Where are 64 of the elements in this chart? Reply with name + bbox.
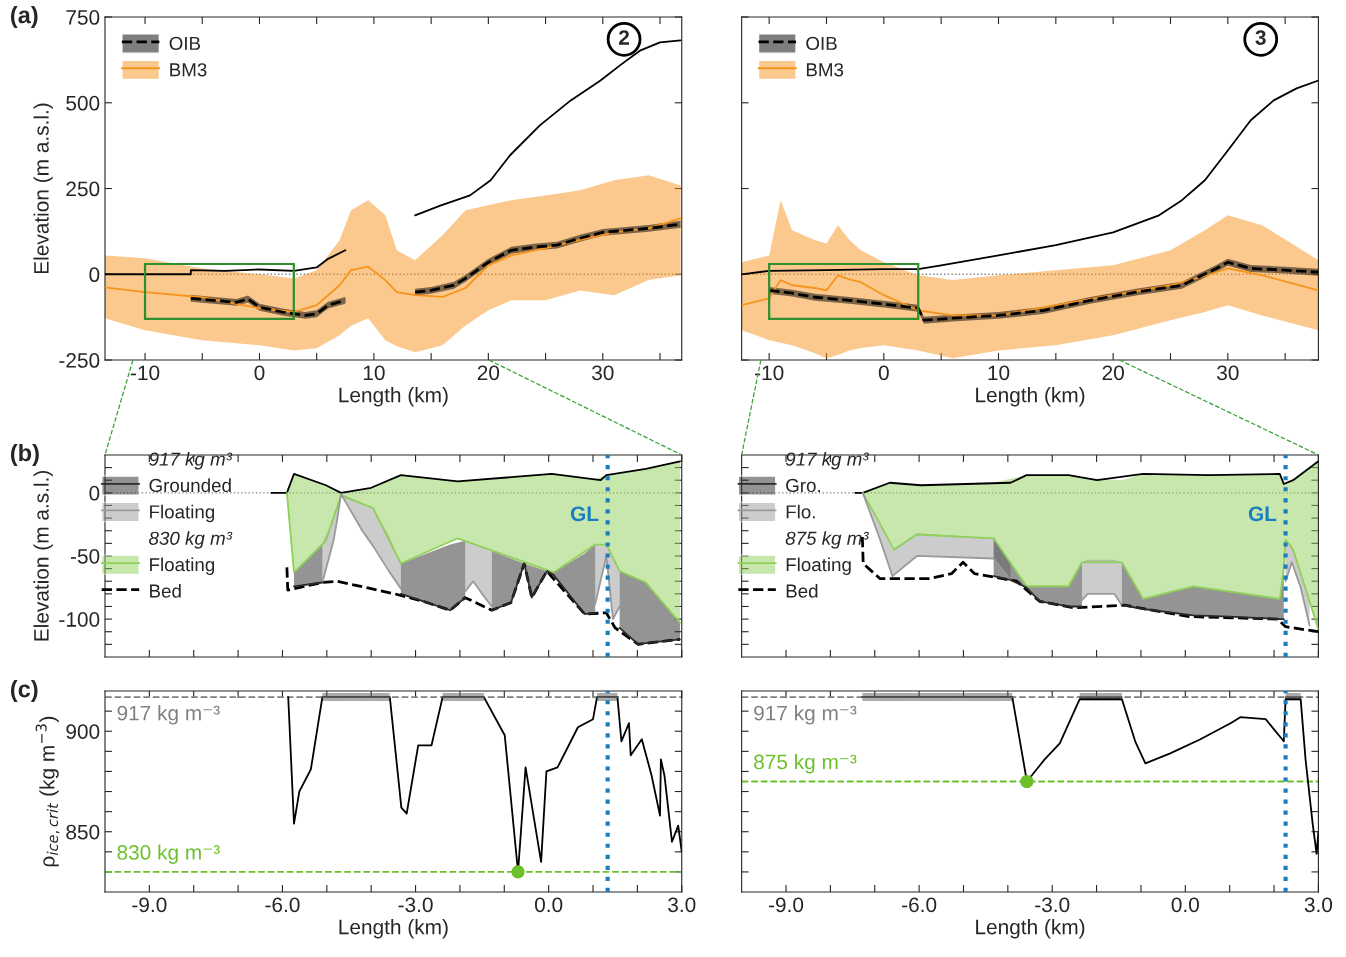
x-axis-title: Length (km) [976,919,1085,939]
x-tick-label: -3.0 [1035,897,1070,913]
annotation: 917 kg m³ [785,451,869,470]
x-tick-label: 0.0 [534,897,563,913]
x-tick-label: -10 [130,365,160,381]
ref-line-label: GL [1248,506,1277,522]
x-tick-label: 3.0 [668,897,696,913]
legend-label: Flo. [786,504,815,519]
y-tick-label: 750 [66,10,100,25]
x-tick-label: 30 [1217,365,1239,381]
x-axis-title: Length (km) [339,387,448,407]
x-axis-title: Length (km) [976,387,1085,407]
chart-subtitle: 2 [619,30,630,45]
x-tick-label: 10 [363,365,385,381]
y-tick-label: 900 [66,724,100,739]
y-tick-label: -100 [59,612,100,627]
x-tick-label: -9.0 [768,897,804,913]
y-axis-title: Elevation (m a.s.l.) [33,103,53,274]
legend-label: BM3 [170,63,207,77]
y-tick-label: 850 [66,824,100,840]
ref-line-label: 830 kg m⁻³ [117,844,220,864]
x-tick-label: -3.0 [398,897,433,913]
y-axis-title: ρ$_{ice,crit}$ (kg m$^{−3}$) [35,716,60,867]
legend-label: Floating [150,557,215,575]
y-tick-label: -50 [70,548,100,564]
x-tick-label: 20 [1102,365,1124,381]
annotation: 917 kg m³ [149,451,233,470]
chart-title: (c) [11,680,38,703]
chart-title: (b) [11,443,39,466]
y-tick-label: 0 [89,485,100,501]
x-tick-label: -9.0 [132,897,167,913]
y-tick-label: 0 [89,267,100,283]
legend-label: BM3 [806,63,844,77]
x-tick-label: 0 [878,365,889,381]
x-tick-label: -6.0 [902,897,937,913]
legend-label: OIB [806,36,837,51]
chart-title: (a) [11,6,38,29]
ref-line-label: 875 kg m⁻³ [754,754,857,774]
legend-label: Bed [150,583,181,598]
legend-label: Floating [150,504,215,523]
legend-label: Bed [786,583,818,598]
x-tick-label: 20 [477,365,500,381]
ref-line-label: 917 kg m⁻³ [117,705,220,725]
y-tick-label: -250 [59,353,100,368]
legend-label: Gro. [786,478,820,493]
x-tick-label: 3.0 [1304,897,1333,913]
x-tick-label: 0 [254,365,265,381]
x-tick-label: 30 [592,365,614,381]
y-tick-label: 250 [66,181,100,197]
chart-subtitle: 3 [1255,30,1266,45]
y-axis-title: Elevation (m a.s.l.) [33,471,53,641]
x-axis-title: Length (km) [339,919,448,939]
annotation: 875 kg m³ [785,531,869,549]
x-tick-label: 10 [988,365,1010,381]
legend-label: Grounded [149,478,231,493]
x-tick-label: -6.0 [265,897,300,913]
x-tick-label: -10 [755,365,784,381]
y-tick-label: 500 [66,95,100,111]
legend-label: Floating [786,557,851,575]
ref-line-label: GL [570,506,599,522]
annotation: 830 kg m³ [149,531,233,549]
ref-line-label: 917 kg m⁻³ [754,705,857,725]
legend-label: OIB [169,36,201,51]
x-tick-label: 0.0 [1171,897,1199,913]
